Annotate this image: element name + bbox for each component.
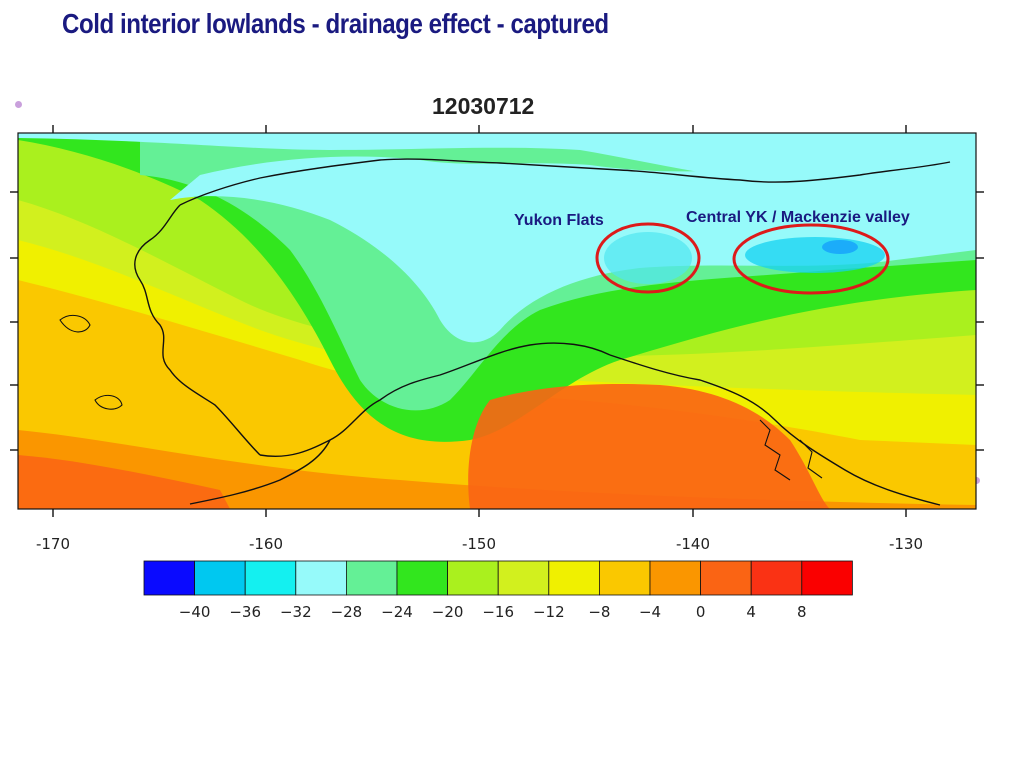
- colorbar-label-8: −8: [588, 603, 610, 621]
- tick-marks: [10, 125, 984, 517]
- colorbar-swatch-6: [447, 560, 499, 596]
- map-field: [18, 133, 976, 509]
- coldest-spot: [822, 240, 858, 254]
- colorbar-label-5: −20: [432, 603, 464, 621]
- colorbar-swatch-10: [649, 560, 701, 596]
- longitude-label-140: -140: [676, 535, 710, 553]
- colorbar-label-2: −32: [280, 603, 312, 621]
- longitude-label-170: -170: [36, 535, 70, 553]
- colorbar-label-4: −24: [381, 603, 413, 621]
- pacific-warm-southwest: [18, 455, 230, 509]
- colorbar-label-9: −4: [639, 603, 661, 621]
- colorbar: −40 −36 −32 −28 −24 −20 −16 −12 −8 −4 0 4 8: [143, 560, 853, 621]
- map-title: 12030712: [432, 93, 535, 119]
- yukon-flats-cold-pocket: [604, 232, 692, 284]
- colorbar-label-12: 8: [797, 603, 807, 621]
- colorbar-label-3: −28: [331, 603, 363, 621]
- colorbar-swatch-12: [750, 560, 803, 596]
- islands: [59, 314, 823, 481]
- colorbar-label-0: −40: [179, 603, 211, 621]
- colorbar-label-1: −36: [229, 603, 261, 621]
- colorbar-swatch-5: [396, 560, 448, 596]
- longitude-label-150: -150: [462, 535, 496, 553]
- colorbar-swatch-13: [801, 560, 853, 596]
- colorbar-swatch-2: [244, 560, 297, 596]
- yukon-flats-highlight-ellipse: [595, 222, 701, 294]
- cold-interior-region: [170, 140, 976, 343]
- slide-title: Cold interior lowlands - drainage effect…: [62, 8, 609, 39]
- colorbar-label-7: −12: [533, 603, 565, 621]
- arctic-coast-strip: [18, 133, 976, 180]
- colorbar-label-11: 4: [746, 603, 756, 621]
- annotation-central-yk-mackenzie: Central YK / Mackenzie valley: [686, 209, 910, 226]
- longitude-label-130: -130: [889, 535, 923, 553]
- colorbar-swatch-11: [700, 560, 752, 596]
- colorbar-swatch-7: [497, 560, 550, 596]
- colorbar-label-6: −16: [482, 603, 514, 621]
- colorbar-swatch-3: [295, 560, 347, 596]
- map-frame: [17, 132, 977, 510]
- gulf-of-alaska-warm: [468, 383, 830, 509]
- longitude-label-160: -160: [249, 535, 283, 553]
- colorbar-swatch-1: [194, 560, 246, 596]
- colorbar-swatch-9: [599, 560, 651, 596]
- annotation-yukon-flats: Yukon Flats: [514, 212, 604, 229]
- coastlines: [134, 158, 951, 506]
- mackenzie-highlight-ellipse: [732, 223, 890, 295]
- bullet-marker-left: [15, 101, 22, 108]
- colorbar-swatch-4: [345, 560, 398, 596]
- colorbar-swatch-0: [143, 560, 195, 596]
- colorbar-swatch-8: [548, 560, 600, 596]
- warm-band-south: [18, 430, 976, 509]
- mackenzie-cold-pocket: [745, 237, 885, 273]
- colorbar-label-10: 0: [696, 603, 706, 621]
